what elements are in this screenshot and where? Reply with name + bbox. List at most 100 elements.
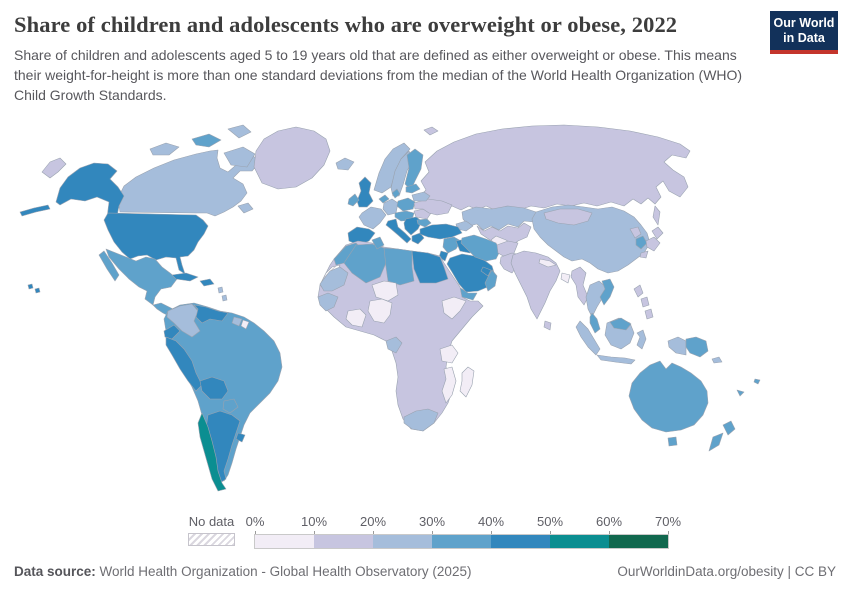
region-benelux[interactable] [378, 194, 390, 204]
country-venezuela[interactable] [193, 304, 229, 324]
country-south-korea[interactable] [635, 235, 648, 250]
country-canada-arctic-islands[interactable] [149, 142, 180, 156]
country-madagascar[interactable] [459, 366, 475, 398]
country-canada-arctic-islands[interactable] [191, 133, 222, 148]
country-usa-hawaii[interactable] [34, 287, 41, 294]
country-canada-baffin[interactable] [223, 146, 256, 168]
country-greece[interactable] [411, 232, 425, 245]
country-papua-new-guinea[interactable] [685, 336, 709, 358]
country-tunisia[interactable] [371, 236, 385, 250]
country-suriname[interactable] [231, 316, 243, 327]
country-nigeria[interactable] [367, 298, 393, 324]
country-peru[interactable] [165, 336, 203, 392]
country-indonesia-sulawesi[interactable] [636, 329, 647, 350]
country-italy[interactable] [385, 218, 412, 244]
country-chile[interactable] [197, 412, 227, 492]
region-gulf-states[interactable] [480, 266, 492, 277]
country-mauritania[interactable] [319, 266, 349, 292]
country-new-zealand[interactable] [722, 420, 736, 436]
country-south-africa[interactable] [403, 408, 439, 432]
country-indonesia-java[interactable] [596, 354, 636, 365]
country-denmark[interactable] [391, 188, 401, 199]
country-kazakhstan[interactable] [461, 205, 537, 231]
country-french-guiana[interactable] [240, 319, 250, 330]
country-ireland[interactable] [347, 193, 360, 207]
country-greenland[interactable] [253, 126, 331, 190]
legend-bucket-60%-70%[interactable] [609, 535, 668, 548]
country-poland[interactable] [396, 197, 416, 212]
legend-bucket-50%-60%[interactable] [550, 535, 609, 548]
country-north-korea[interactable] [629, 226, 642, 239]
country-russia[interactable] [417, 124, 691, 211]
region-lesser-antilles[interactable] [217, 286, 224, 294]
country-libya[interactable] [383, 247, 415, 286]
country-egypt[interactable] [411, 250, 449, 284]
region-senegal-guinea[interactable] [317, 292, 339, 312]
country-iran[interactable] [460, 234, 501, 262]
country-thailand[interactable] [585, 280, 607, 318]
country-indonesia-sumatra[interactable] [575, 320, 601, 356]
country-vietnam[interactable] [599, 278, 615, 306]
legend-bucket-20%-30%[interactable] [373, 535, 432, 548]
no-data-swatch[interactable] [188, 533, 235, 546]
country-tanzania[interactable] [439, 344, 459, 364]
country-new-zealand[interactable] [708, 432, 724, 452]
country-mexico[interactable] [105, 248, 178, 306]
country-japan[interactable] [651, 226, 664, 240]
country-india[interactable] [510, 250, 561, 320]
country-usa-alaska[interactable] [55, 162, 125, 229]
country-ecuador[interactable] [163, 324, 181, 340]
country-australia-tasmania[interactable] [667, 436, 678, 447]
country-nepal[interactable] [538, 258, 557, 268]
legend-bucket-0%-10%[interactable] [255, 535, 314, 548]
country-niger[interactable] [371, 280, 399, 302]
country-australia[interactable] [628, 360, 709, 433]
country-sri-lanka[interactable] [543, 320, 552, 331]
country-japan[interactable] [645, 236, 661, 252]
country-spain-portugal[interactable] [347, 226, 376, 246]
country-new-caledonia[interactable] [736, 389, 745, 397]
country-france[interactable] [358, 206, 387, 230]
country-philippines[interactable] [644, 308, 654, 320]
country-ukraine[interactable] [413, 198, 453, 216]
country-malaysia[interactable] [589, 312, 601, 334]
country-norway[interactable] [373, 142, 411, 194]
country-japan[interactable] [639, 250, 649, 259]
country-belarus[interactable] [411, 191, 431, 202]
country-uruguay[interactable] [235, 432, 246, 443]
region-baltics[interactable] [405, 183, 421, 194]
legend-bucket-40%-50%[interactable] [491, 535, 550, 548]
country-cuba[interactable] [171, 272, 199, 282]
country-united-kingdom[interactable] [356, 176, 374, 208]
country-usa-aleutians[interactable] [19, 204, 51, 217]
country-mexico-baja[interactable] [98, 250, 120, 282]
country-mongolia[interactable] [543, 208, 593, 226]
country-hispaniola[interactable] [199, 278, 215, 287]
country-canada-arctic-islands[interactable] [227, 124, 252, 139]
country-canada-newfoundland[interactable] [237, 202, 254, 214]
region-lesser-antilles[interactable] [221, 294, 228, 302]
country-bolivia[interactable] [199, 376, 229, 400]
country-mozambique[interactable] [441, 366, 457, 404]
owid-logo[interactable]: Our World in Data [770, 11, 838, 54]
region-ghana-ivory-coast[interactable] [345, 308, 367, 328]
legend-bucket-30%-40%[interactable] [432, 535, 491, 548]
country-oman[interactable] [484, 269, 498, 292]
country-philippines[interactable] [633, 284, 644, 298]
country-colombia[interactable] [166, 303, 201, 338]
country-indonesia-papua[interactable] [667, 336, 687, 356]
owid-link[interactable]: OurWorldinData.org/obesity | CC BY [617, 564, 836, 579]
country-ethiopia[interactable] [441, 296, 467, 320]
country-bangladesh[interactable] [560, 272, 571, 284]
country-solomon-islands[interactable] [711, 356, 723, 364]
country-russia-sakhalin[interactable] [652, 205, 661, 226]
country-malaysia-borneo[interactable] [609, 317, 632, 331]
country-philippines[interactable] [640, 296, 650, 308]
country-russia-chukotka[interactable] [41, 157, 67, 179]
region-gabon-congo[interactable] [385, 336, 403, 354]
country-fiji[interactable] [753, 378, 761, 385]
country-iceland[interactable] [335, 157, 355, 171]
country-turkey[interactable] [419, 223, 463, 240]
country-usa-hawaii[interactable] [27, 283, 34, 290]
country-svalbard[interactable] [423, 126, 439, 136]
